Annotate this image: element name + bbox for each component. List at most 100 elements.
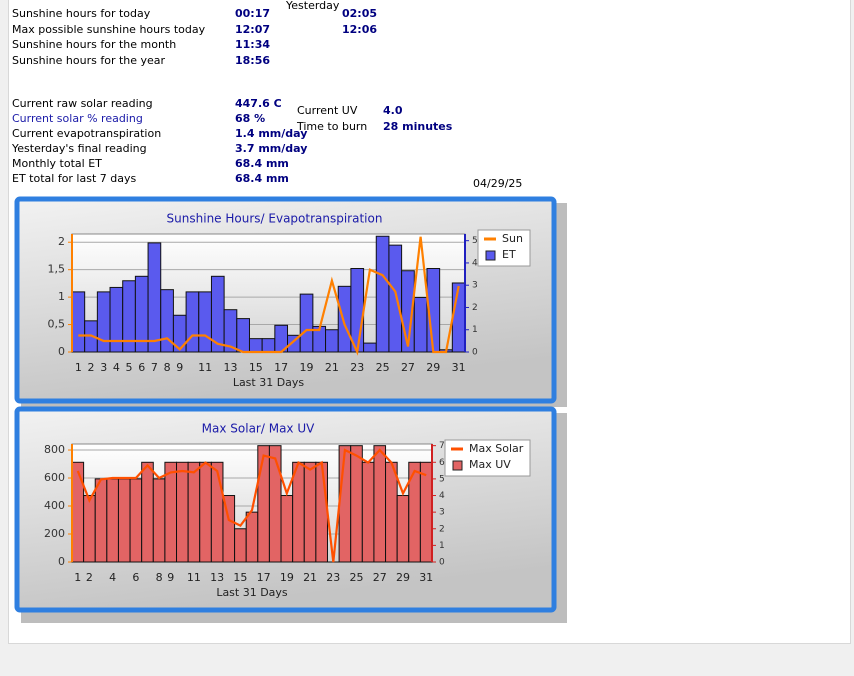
stat-label: Sunshine hours for the month: [12, 38, 177, 51]
y-tick-label: 200: [44, 527, 65, 540]
y2-tick-label: 2: [472, 303, 478, 313]
x-tick-label: 25: [350, 571, 364, 584]
uv-label: Current UV: [297, 104, 358, 117]
legend-swatch: [485, 250, 496, 261]
x-tick-label: 8: [164, 361, 171, 374]
x-tick-label: 2: [86, 571, 93, 584]
bar: [236, 318, 250, 353]
bar: [94, 478, 108, 563]
bar: [350, 445, 363, 563]
stat-label: Sunshine hours for today: [12, 7, 151, 20]
stat-label: ET total for last 7 days: [12, 172, 137, 185]
bar: [147, 242, 162, 353]
bar: [385, 461, 398, 563]
bar: [299, 293, 314, 353]
y-tick-label: 1,5: [48, 263, 66, 276]
x-tick-label: 4: [109, 571, 116, 584]
bar: [261, 338, 276, 353]
bar: [141, 461, 154, 563]
bar: [248, 338, 263, 353]
stat-value: 18:56: [235, 54, 271, 67]
y2-tick-label: 1: [472, 325, 478, 335]
x-tick-label: 8: [156, 571, 163, 584]
x-tick-label: 31: [452, 361, 466, 374]
bar: [361, 461, 375, 563]
x-tick-label: 6: [132, 571, 139, 584]
bar: [325, 329, 339, 353]
y2-tick-label: 0: [472, 348, 478, 358]
stat-value: 447.6 C: [235, 97, 282, 110]
line: [78, 236, 460, 356]
stat-value: 1.4 mm/day: [235, 127, 308, 140]
chart-title: Sunshine Hours/ Evapotranspiration: [167, 212, 383, 226]
bar: [234, 528, 247, 563]
bar: [96, 291, 111, 353]
bar: [268, 445, 282, 563]
chart-title: Max Solar/ Max UV: [202, 422, 315, 436]
bar: [363, 342, 377, 353]
y2-tick-label: 3: [439, 508, 445, 518]
stat-value: 00:17: [235, 7, 271, 20]
x-tick-label: 25: [376, 361, 390, 374]
x-tick-label: 13: [210, 571, 224, 584]
y2-tick-label: 6: [439, 458, 445, 468]
bar: [396, 495, 410, 563]
stat-label: Current solar % reading: [12, 112, 143, 125]
y-tick-label: 2: [58, 235, 65, 248]
stat-yesterday: 02:05: [342, 7, 378, 20]
y2-tick-label: 5: [472, 236, 478, 246]
x-tick-label: 11: [198, 361, 212, 374]
x-tick-label: 1: [74, 571, 81, 584]
bar: [451, 282, 466, 353]
x-tick-label: 29: [396, 571, 410, 584]
x-tick-label: 19: [280, 571, 294, 584]
y2-tick-label: 2: [439, 524, 445, 534]
stat-value: 11:34: [235, 38, 271, 51]
x-axis-label: Last 31 Days: [216, 586, 288, 599]
x-tick-label: 27: [401, 361, 415, 374]
bar: [373, 445, 387, 563]
bar: [176, 461, 189, 563]
bar: [292, 461, 305, 563]
x-tick-label: 2: [88, 361, 95, 374]
x-tick-label: 23: [350, 361, 364, 374]
line: [76, 448, 427, 563]
y-tick-label: 800: [44, 443, 65, 456]
x-tick-label: 13: [223, 361, 237, 374]
bar: [350, 268, 365, 353]
y2-tick-label: 1: [439, 541, 445, 551]
bar: [245, 511, 259, 563]
y2-tick-label: 0: [439, 558, 445, 568]
x-tick-label: 4: [113, 361, 120, 374]
bar: [109, 286, 124, 353]
legend-label: Max UV: [469, 458, 511, 471]
y2-tick-label: 4: [472, 258, 478, 268]
bar: [71, 291, 86, 353]
x-tick-label: 31: [419, 571, 433, 584]
bar: [198, 291, 212, 353]
stat-value: 68.4 mm: [235, 172, 289, 185]
stat-label: Current evapotranspiration: [12, 127, 162, 140]
bar: [388, 244, 403, 353]
bar: [315, 461, 328, 563]
x-tick-label: 9: [176, 361, 183, 374]
bar: [338, 445, 352, 563]
bar: [117, 478, 131, 563]
bar: [152, 478, 166, 563]
stat-value: 3.7 mm/day: [235, 142, 308, 155]
uv-label: Time to burn: [297, 120, 368, 133]
y-tick-label: 0: [58, 555, 65, 568]
bar: [413, 296, 428, 353]
stat-label: Yesterday's final reading: [12, 142, 147, 155]
bar: [199, 461, 212, 563]
stat-label: Monthly total ET: [12, 157, 102, 170]
legend-swatch: [452, 460, 463, 471]
y-tick-label: 600: [44, 471, 65, 484]
x-tick-label: 23: [326, 571, 340, 584]
bar: [185, 291, 200, 353]
x-tick-label: 11: [187, 571, 201, 584]
x-tick-label: 19: [300, 361, 314, 374]
x-tick-label: 21: [303, 571, 317, 584]
